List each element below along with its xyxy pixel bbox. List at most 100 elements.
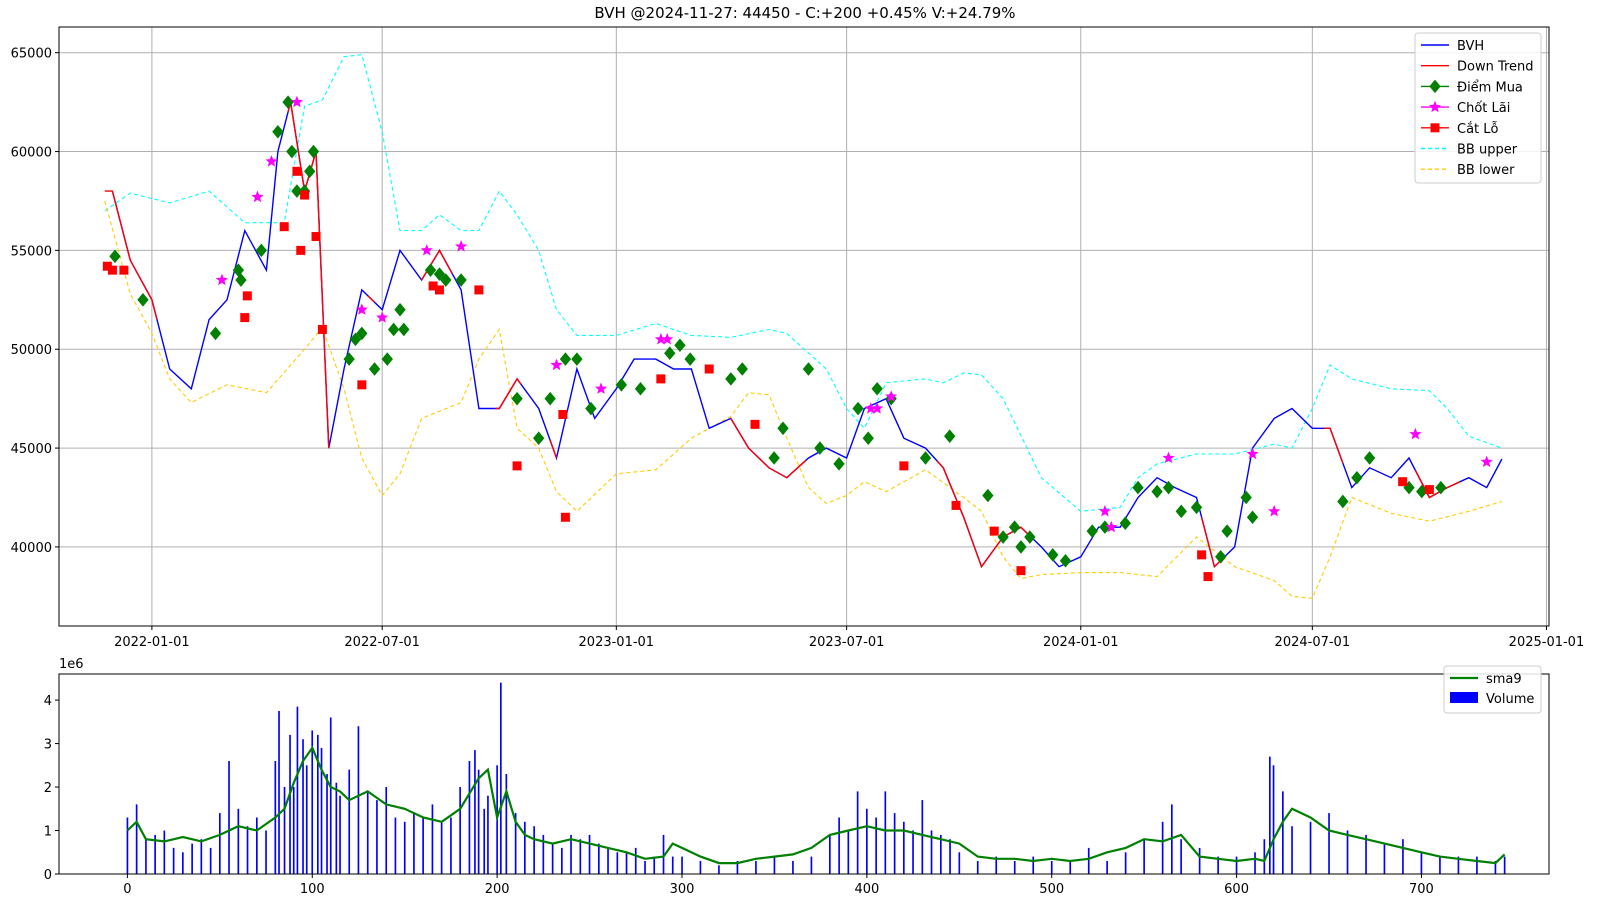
x-tick-label: 2025-01-01 [1509,635,1585,650]
y-tick-label: 40000 [11,541,52,556]
legend-label: sma9 [1486,672,1522,687]
volume-bar [884,791,887,874]
buy-marker [852,401,864,416]
buy-marker [1363,451,1376,465]
y-tick-label: 0 [44,868,52,883]
legend-label: Cắt Lỗ [1457,122,1499,137]
volume-bar [1217,856,1219,874]
legend-label: Chốt Lãi [1457,101,1510,116]
volume-bar [459,787,461,874]
volume-bar [302,739,304,874]
volume-bar [1328,813,1330,874]
buy-marker [291,184,303,198]
take-profit-marker [265,155,278,167]
stop-loss-marker [899,461,909,471]
x-tick-label: 600 [1224,882,1249,897]
take-profit-marker [454,240,468,252]
volume-bar [570,834,572,874]
buy-marker [802,362,815,376]
chart-title: BVH @2024-11-27: 44450 - C:+200 +0.45% V… [594,4,1015,22]
stop-loss-marker [300,190,310,200]
buy-marker [1151,484,1163,499]
take-profit-marker [1162,451,1175,464]
stop-loss-marker [474,285,484,295]
x-tick-label: 2023-01-01 [579,635,655,650]
take-profit-marker [595,382,608,394]
buy-marker [833,457,845,471]
volume-bar [681,856,683,874]
volume-bar [1124,852,1127,874]
stop-loss-marker [311,232,321,242]
buy-marker [571,352,583,366]
stop-loss-marker [240,313,250,323]
stop-loss-marker [558,409,568,419]
volume-bar [1198,847,1201,874]
buy-marker [1047,548,1059,562]
take-profit-marker [251,190,264,203]
legend-label: BB lower [1457,163,1515,178]
volume-bar [1439,856,1441,874]
volume-bar [773,856,776,874]
buy-marker [1246,510,1259,525]
down-trend-segment [495,377,522,410]
volume-bar [514,813,517,874]
y-tick-label: 60000 [11,146,52,161]
volume-bar [561,847,563,874]
take-profit-marker [376,311,389,323]
volume-bar [1254,852,1256,874]
buy-marker [1215,550,1227,564]
volume-bar [329,717,332,874]
legend-label: Volume [1486,692,1534,707]
volume-bar [228,761,230,874]
volume-bar [598,843,600,874]
x-tick-label: 300 [670,882,695,897]
x-tick-label: 2022-01-01 [114,635,190,650]
buy-marker [1435,480,1447,495]
volume-bar [1180,839,1182,874]
take-profit-marker [1098,504,1112,517]
stop-loss-marker [434,285,444,295]
y-tick-label: 1 [44,825,52,840]
buy-marker [424,263,437,277]
volume-bar [921,800,924,874]
price-axes-frame [58,26,1550,627]
take-profit-marker [871,402,884,414]
buy-marker [398,322,410,337]
volume-bar [903,821,905,874]
buy-marker [304,164,316,179]
buy-marker [544,391,556,406]
volume-bar [579,839,582,874]
volume-offset-label: 1e6 [59,657,84,672]
volume-bar [736,861,739,874]
stop-loss-marker [296,245,306,255]
volume-bar [718,865,720,874]
volume-bar [126,817,129,874]
buy-marker [1086,524,1098,538]
bb-upper-line [104,54,1503,512]
buy-marker [1008,520,1021,534]
stop-loss-marker [357,380,367,390]
volume-bar [326,774,328,874]
buy-marker [1337,494,1349,509]
volume-bar [847,830,850,874]
legend-label: Điểm Mua [1457,80,1523,95]
volume-bar [394,817,397,874]
volume-bar [474,750,476,874]
buy-marker [944,429,956,443]
legend-marker [1429,79,1441,94]
buy-marker [387,322,400,337]
volume-bar [1143,839,1145,874]
volume-bar [292,787,295,874]
x-tick-label: 2023-07-01 [809,635,885,650]
volume-x-ticks: 0 100 200 300 400 500 600 700 [123,874,1434,897]
buy-marker [433,267,446,281]
stop-loss-marker [750,419,760,429]
price-panel: 2022-01-01 2022-07-01 2023-01-01 2023-07-01… [11,26,1585,650]
buy-marker [1015,540,1027,554]
down-trend-segment [549,440,558,459]
volume-bar [468,761,471,874]
volume-bar [893,813,896,874]
volume-bar [958,852,961,874]
volume-bar [1420,852,1423,874]
